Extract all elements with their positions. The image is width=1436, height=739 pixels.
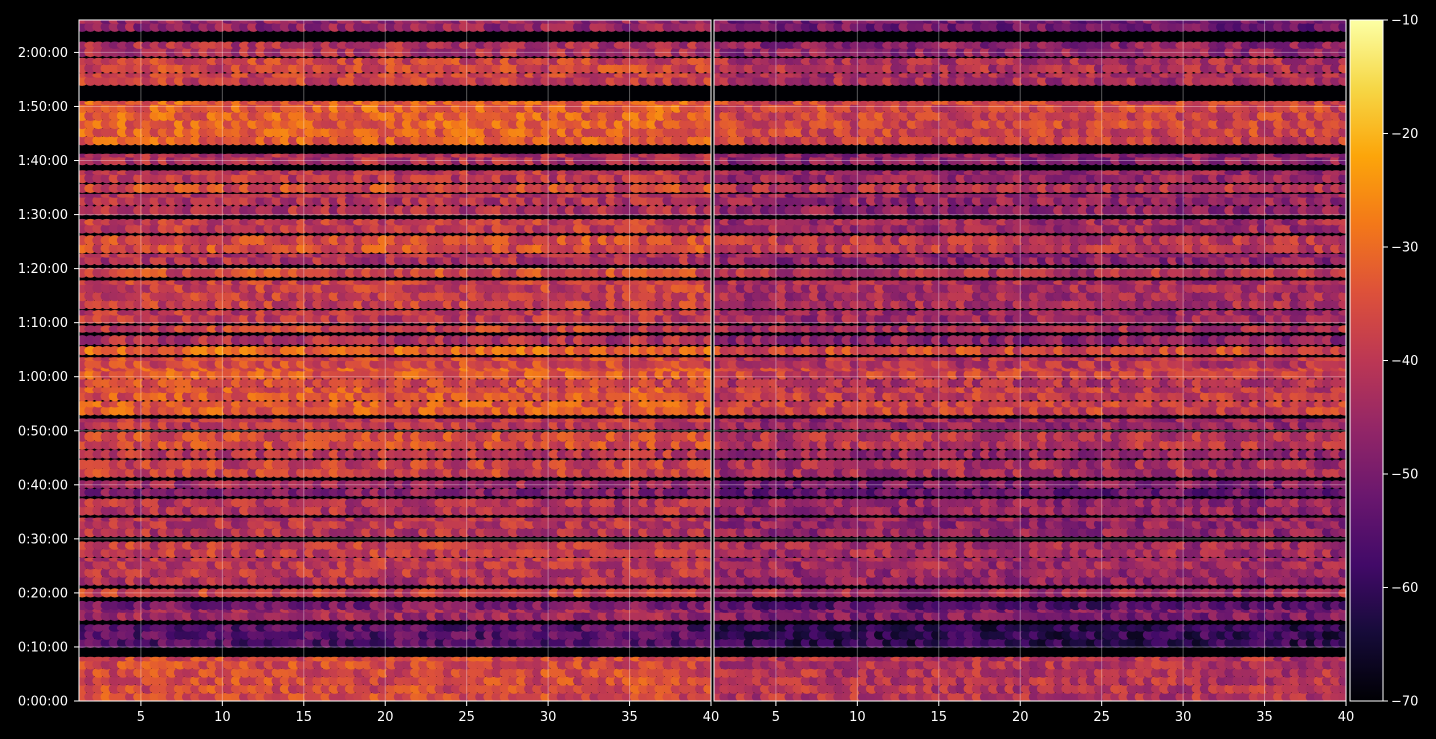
heatmap-cell bbox=[703, 600, 711, 611]
heatmap-cell bbox=[703, 575, 711, 586]
heatmap-cell bbox=[703, 691, 711, 701]
heatmap-cell bbox=[703, 683, 711, 694]
heatmap-cell bbox=[703, 629, 711, 640]
heatmap-cell bbox=[703, 667, 711, 678]
heatmap-cell bbox=[703, 675, 711, 686]
heatmap-cell bbox=[703, 567, 711, 578]
heatmap-cell bbox=[703, 659, 711, 670]
left-heatmap-cells bbox=[79, 20, 711, 701]
left-panel bbox=[78, 19, 712, 702]
heatmap-cell bbox=[703, 637, 711, 648]
heatmap-cell bbox=[703, 656, 711, 662]
heatmap-cell bbox=[703, 559, 711, 570]
heatmap-cell bbox=[703, 547, 711, 558]
heatmap-cell bbox=[703, 610, 711, 621]
heatmap-cell bbox=[703, 557, 711, 562]
heatmap-cell bbox=[703, 624, 711, 632]
heatmap-cell bbox=[703, 588, 711, 598]
